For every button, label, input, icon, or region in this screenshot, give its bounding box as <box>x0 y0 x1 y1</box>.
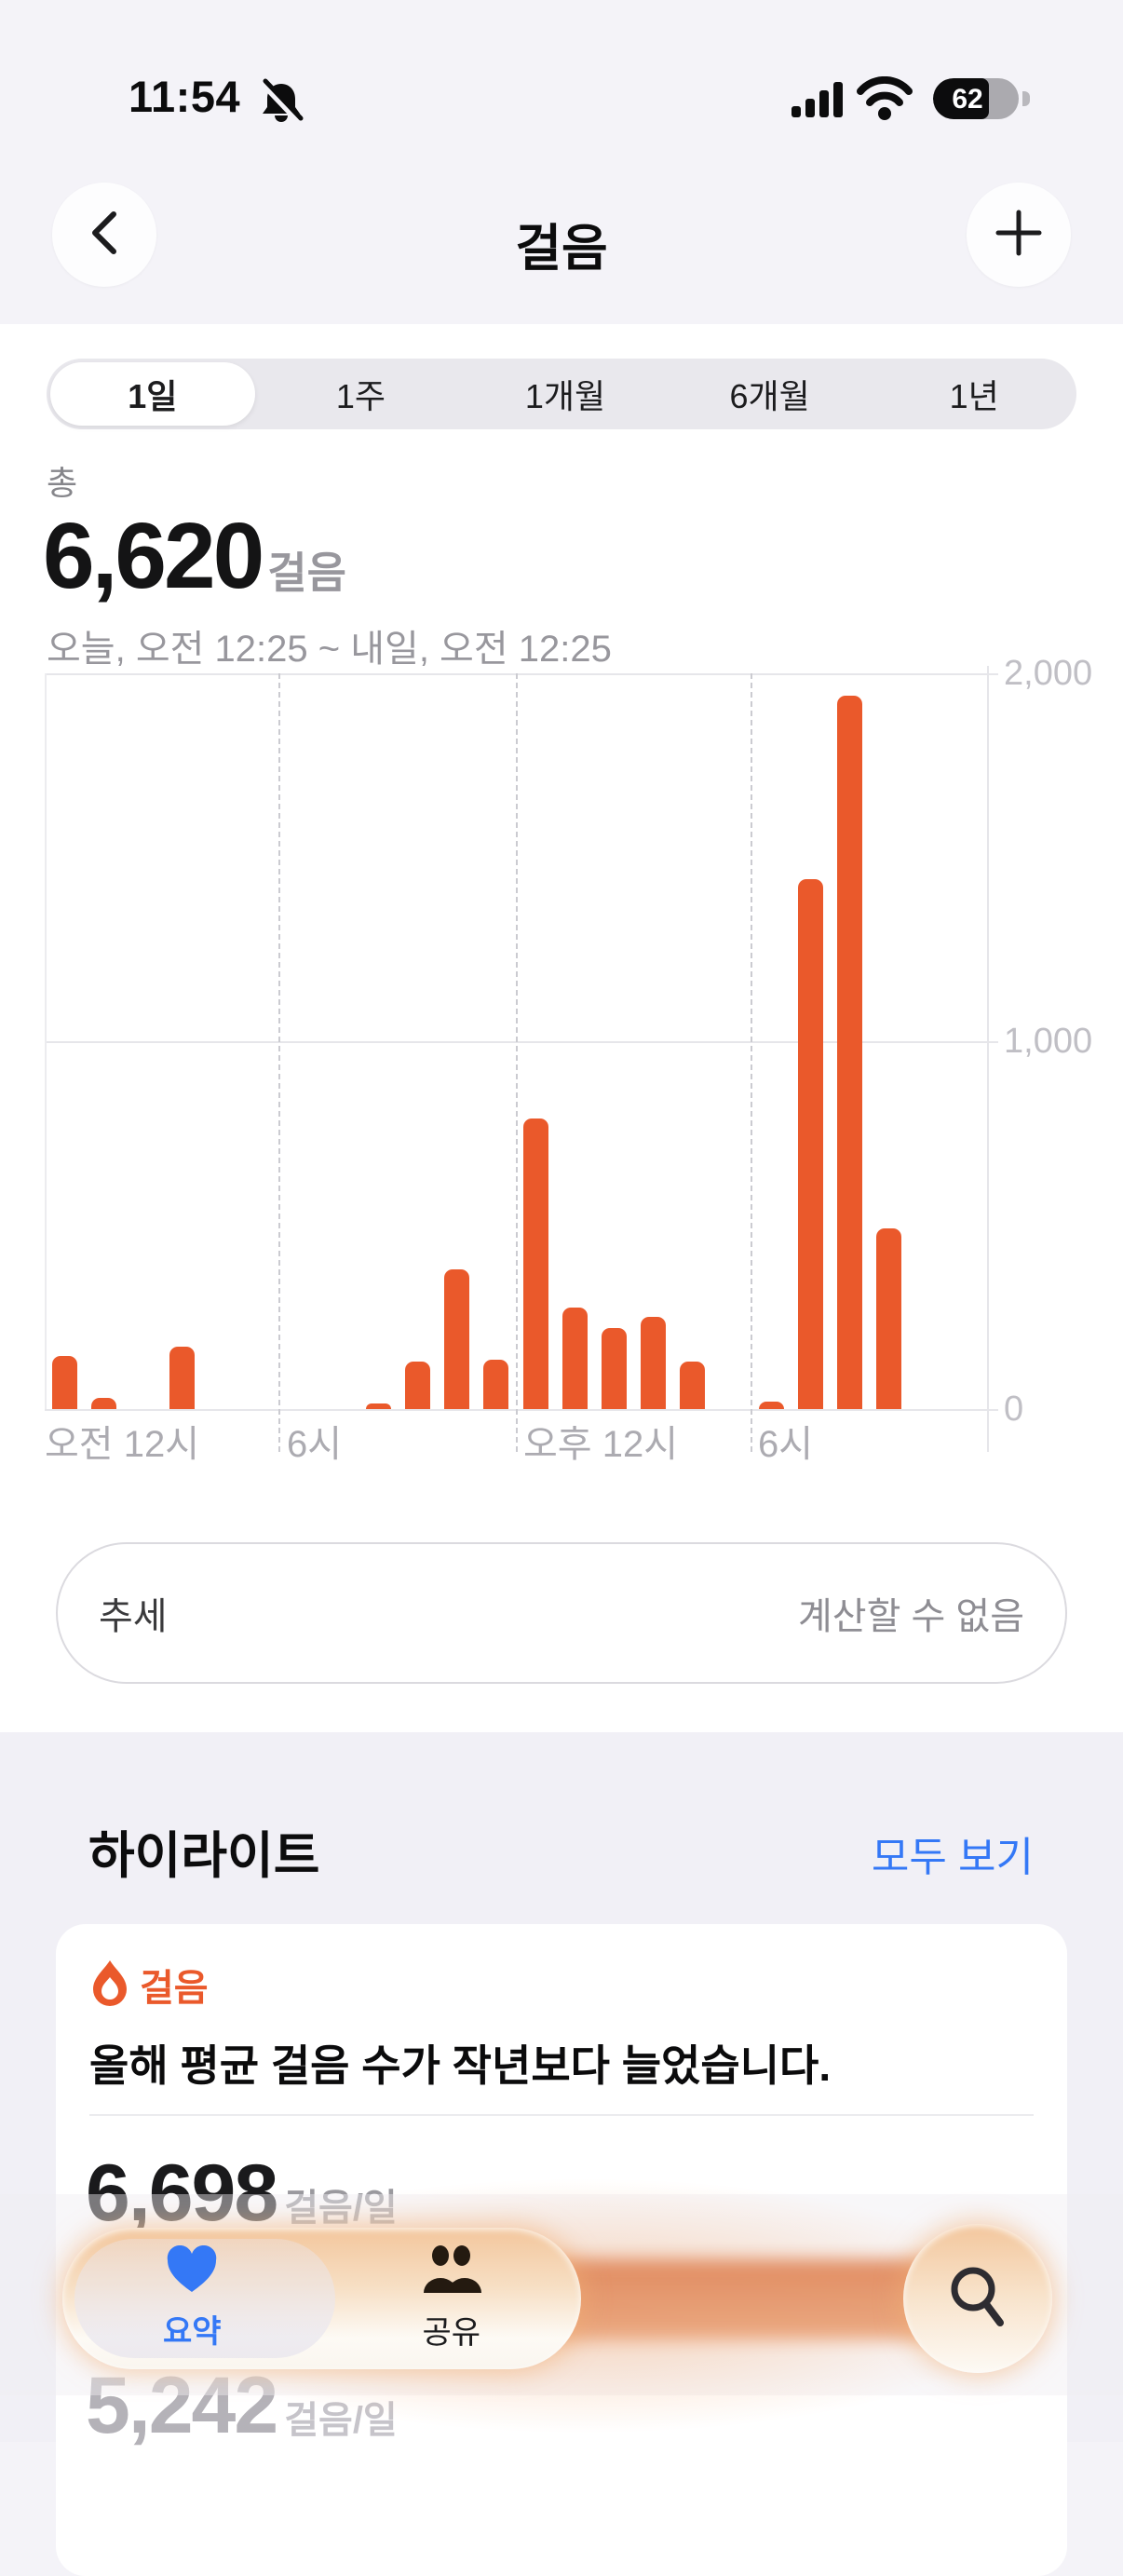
bar-hour-14 <box>601 1328 627 1409</box>
trend-label: 추세 <box>99 1596 168 1637</box>
plus-icon <box>993 207 1045 264</box>
bar-hour-12 <box>522 1118 548 1409</box>
bar-hour-18 <box>758 1402 784 1409</box>
wifi-icon <box>855 75 914 126</box>
see-all-link[interactable]: 모두 보기 <box>871 1835 1034 1880</box>
total-unit: 걸음 <box>267 549 346 597</box>
back-button[interactable] <box>52 183 156 287</box>
card-divider <box>89 2114 1034 2116</box>
trend-row[interactable]: 추세 계산할 수 없음 <box>56 1542 1067 1684</box>
total-value: 6,620 <box>43 504 264 608</box>
axis-tick <box>987 1041 998 1043</box>
heart-icon <box>165 2244 219 2298</box>
tabbar-glow-band <box>540 2259 940 2339</box>
dashed-gridline-0 <box>278 673 280 1452</box>
x-axis-label-0: 오전 12시 <box>45 1424 200 1465</box>
date-range: 오늘, 오전 12:25 ~ 내일, 오전 12:25 <box>47 629 612 670</box>
bar-hour-3 <box>169 1346 196 1409</box>
battery-nub <box>1022 91 1030 106</box>
bar-hour-10 <box>444 1268 470 1409</box>
tab-summary[interactable]: 요약 <box>62 2228 322 2369</box>
bar-hour-15 <box>641 1317 667 1409</box>
x-axis-label-2: 오후 12시 <box>523 1424 679 1465</box>
card-category: 걸음 <box>89 1958 209 2012</box>
total-row: 6,620 걸음 <box>43 503 346 610</box>
segment-1year[interactable]: 1년 <box>949 377 999 415</box>
segment-6months[interactable]: 6개월 <box>729 377 810 415</box>
flame-icon <box>89 1959 130 2012</box>
y-axis-label: 2,000 <box>1004 654 1093 693</box>
search-button[interactable] <box>903 2224 1052 2373</box>
tab-sharing[interactable]: 공유 <box>322 2228 582 2369</box>
bar-hour-1 <box>90 1398 116 1409</box>
bar-hour-11 <box>483 1359 509 1409</box>
battery-icon: 62 <box>933 78 1019 119</box>
segment-1week[interactable]: 1주 <box>335 377 386 415</box>
trend-value: 계산할 수 없음 <box>797 1596 1024 1637</box>
bar-hour-20 <box>836 695 862 1409</box>
bar-hour-19 <box>797 879 823 1409</box>
bar-hour-0 <box>51 1355 77 1409</box>
dashed-gridline-2 <box>751 673 752 1452</box>
period-segmented-control: 1일 1주 1개월 6개월 1년 <box>47 359 1076 429</box>
status-time: 11:54 <box>129 72 241 121</box>
y-axis-label: 0 <box>1004 1390 1024 1429</box>
bar-hour-8 <box>365 1403 391 1409</box>
search-icon <box>944 2261 1011 2337</box>
chart[interactable]: 0 1,000 2,000 오전 12시 6시 오후 12시 6시 <box>0 652 1123 1471</box>
people-icon <box>420 2244 483 2299</box>
page-title: 걸음 <box>515 221 608 277</box>
bar-hour-21 <box>876 1228 902 1409</box>
card-headline: 올해 평균 걸음 수가 작년보다 늘었습니다. <box>89 2041 832 2090</box>
status-icons: 62 <box>792 75 1071 126</box>
tab-bar: 요약 공유 <box>62 2228 581 2369</box>
bar-hour-16 <box>680 1361 706 1409</box>
add-button[interactable] <box>967 183 1071 287</box>
tab-summary-label: 요약 <box>162 2314 222 2350</box>
bar-hour-13 <box>562 1308 588 1409</box>
highlights-title: 하이라이트 <box>88 1828 320 1884</box>
axis-tick <box>987 673 998 675</box>
segment-1day[interactable]: 1일 <box>50 362 255 426</box>
x-axis-label-1: 6시 <box>287 1424 343 1465</box>
axis-tick <box>987 1409 998 1411</box>
chart-section-background <box>0 324 1123 1732</box>
total-label: 총 <box>47 464 78 502</box>
segment-1month[interactable]: 1개월 <box>524 377 606 415</box>
tab-sharing-label: 공유 <box>422 2315 481 2351</box>
chevron-left-icon <box>84 207 125 264</box>
x-axis-label-3: 6시 <box>758 1424 814 1465</box>
bar-hour-9 <box>405 1361 431 1409</box>
dashed-gridline-1 <box>516 673 518 1452</box>
left-boundary-line <box>45 673 47 1409</box>
y-axis-label: 1,000 <box>1004 1022 1093 1061</box>
card-category-label: 걸음 <box>140 1968 209 2009</box>
bell-muted-icon <box>257 78 305 127</box>
y-axis-line <box>987 666 989 1452</box>
battery-percent: 62 <box>952 84 983 115</box>
